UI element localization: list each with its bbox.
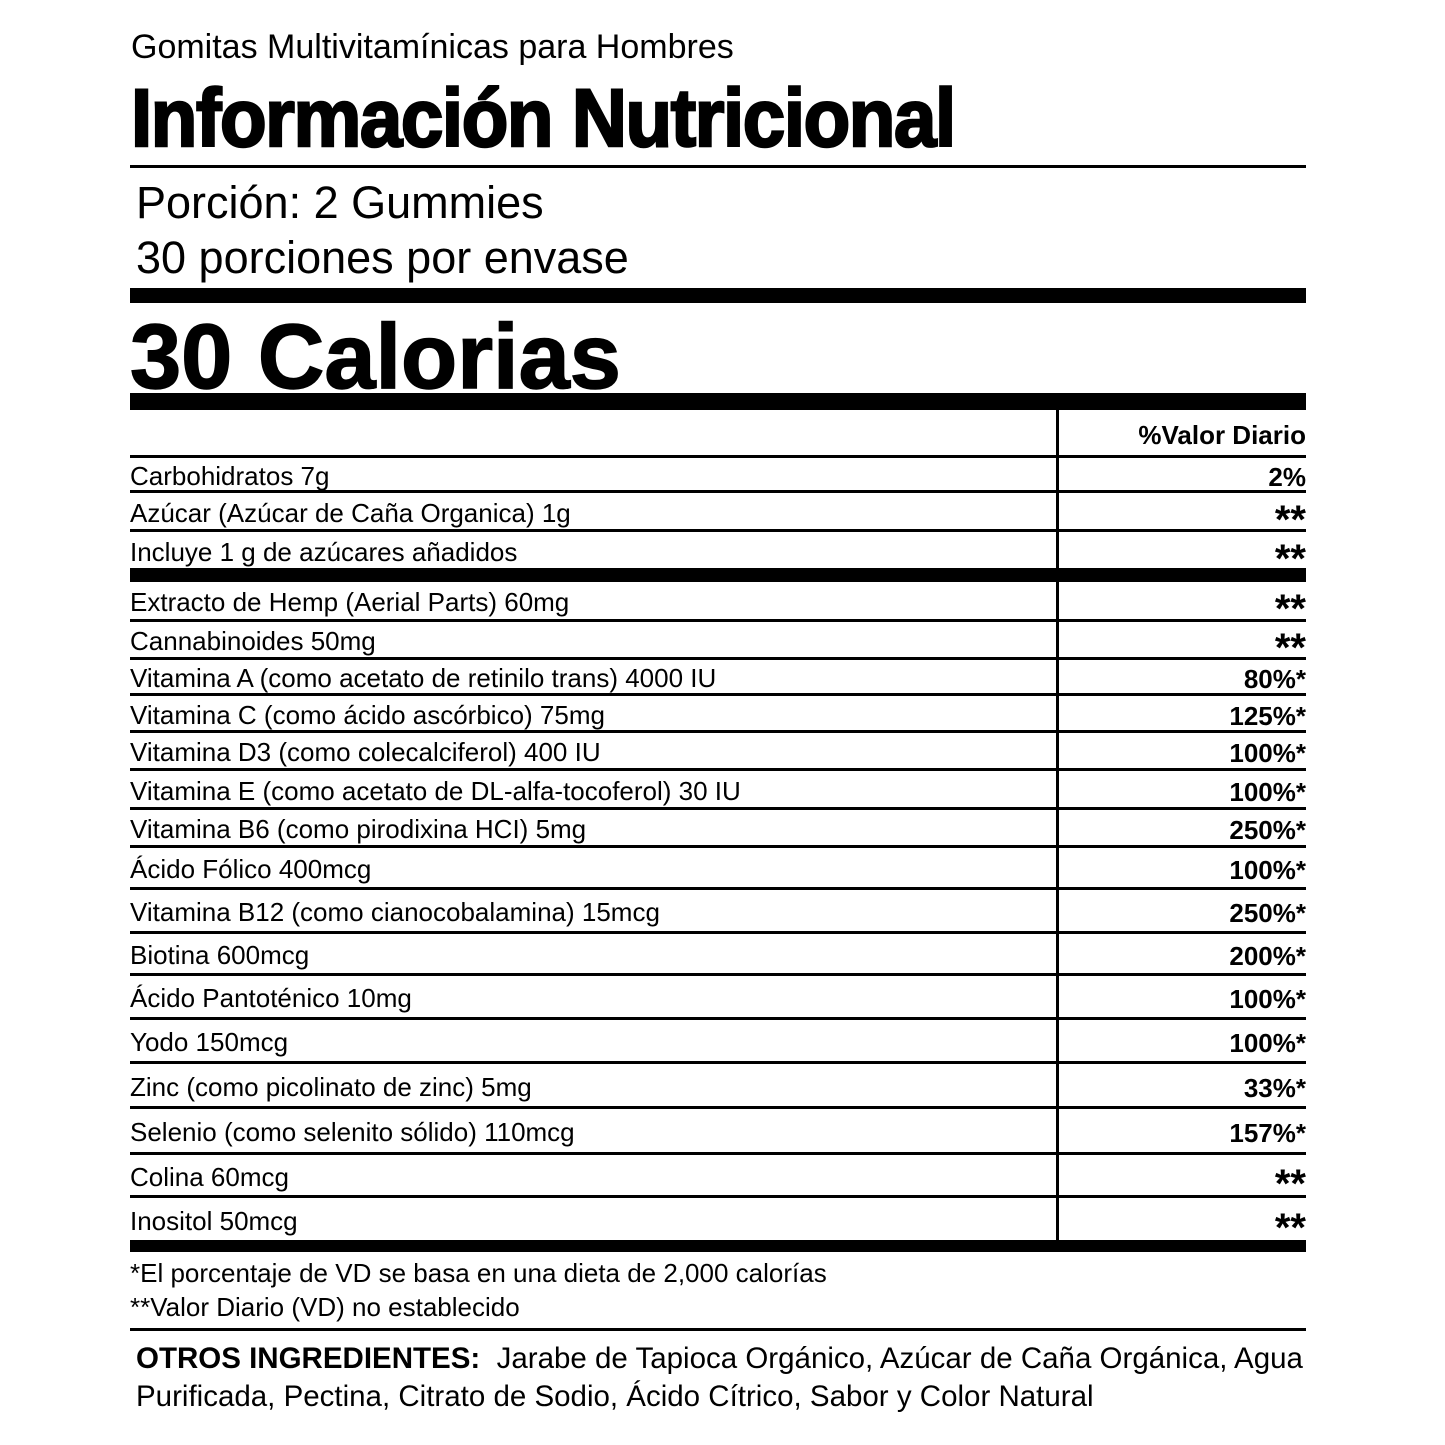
nutrient-label: Vitamina E (como acetato de DL-alfa-toco… (130, 775, 741, 806)
divider-thick (130, 288, 1306, 303)
nutrient-label: Vitamina B6 (como pirodixina HCI) 5mg (130, 814, 587, 844)
nutrient-label: Inositol 50mcg (130, 1205, 298, 1236)
table-row: Biotina 600mcg 200%* (130, 934, 1306, 976)
table-row: Vitamina A (como acetato de retinilo tra… (130, 660, 1306, 696)
daily-value: 100%* (1056, 1020, 1306, 1061)
table-row: Inositol 50mcg ** (130, 1198, 1306, 1250)
table-row: Cannabinoides 50mg ** (130, 622, 1306, 670)
nutrient-label: Biotina 600mcg (130, 940, 310, 970)
footnote-not-established: **Valor Diario (VD) no establecido (130, 1292, 520, 1322)
divider-thick (130, 1240, 1306, 1252)
daily-value: 157%* (1056, 1109, 1306, 1152)
nutrient-label: Yodo 150mcg (130, 1027, 289, 1057)
section-divider (130, 568, 1306, 582)
nutrient-label: Colina 60mcg (130, 1161, 289, 1192)
daily-value: 200%* (1056, 934, 1306, 973)
nutrient-label: Vitamina A (como acetato de retinilo tra… (130, 663, 717, 693)
daily-value: 33%* (1056, 1064, 1306, 1106)
table-row: Vitamina B12 (como cianocobalamina) 15mc… (130, 890, 1306, 934)
table-row: Ácido Pantoténico 10mg 100%* (130, 976, 1306, 1020)
table-row: Extracto de Hemp (Aerial Parts) 60mg ** (130, 582, 1306, 631)
table-row: Vitamina E (como acetato de DL-alfa-toco… (130, 771, 1306, 810)
table-row: Selenio (como selenito sólido) 110mcg 157… (130, 1109, 1306, 1155)
daily-value: 250%* (1056, 890, 1306, 931)
other-ingredients-label: OTROS INGREDIENTES: (136, 1342, 481, 1375)
nutrient-label: Ácido Fólico 400mcg (130, 854, 372, 884)
daily-value: 2% (1056, 458, 1306, 492)
nutrient-label: Selenio (como selenito sólido) 110mcg (130, 1117, 575, 1147)
nutrient-label: Vitamina B12 (como cianocobalamina) 15mc… (130, 897, 660, 927)
other-ingredients: OTROS INGREDIENTES: Jarabe de Tapioca Or… (136, 1340, 1316, 1416)
table-header-row: %Valor Diario (130, 410, 1306, 458)
divider-thick (130, 393, 1306, 410)
table-row: Ácido Fólico 400mcg 100%* (130, 848, 1306, 890)
daily-value: 100%* (1056, 733, 1306, 768)
nutrition-table: %Valor Diario Carbohidratos 7g 2% Azúcar (… (130, 410, 1306, 1250)
table-row: Yodo 150mcg 100%* (130, 1020, 1306, 1064)
table-header-spacer (130, 431, 1056, 435)
nutrient-label: Incluye 1 g de azúcares añadidos (130, 536, 518, 567)
daily-value: 100%* (1056, 976, 1306, 1017)
table-row: Colina 60mcg ** (130, 1155, 1306, 1206)
servings-per-container: 30 porciones por envase (136, 232, 629, 283)
table-row: Carbohidratos 7g 2% (130, 458, 1306, 493)
table-row: Zinc (como picolinato de zinc) 5mg 33%* (130, 1064, 1306, 1109)
product-subtitle: Gomitas Multivitamínicas para Hombres (131, 28, 734, 66)
nutrient-label: Extracto de Hemp (Aerial Parts) 60mg (130, 587, 570, 617)
nutrient-label: Carbohidratos 7g (130, 460, 330, 491)
daily-value: ** (1056, 622, 1306, 670)
dv-header: %Valor Diario (1056, 410, 1306, 455)
label-title: Información Nutricional (130, 72, 958, 166)
other-ingredients-text: Jarabe de Tapioca Orgánico, Azúcar de Ca… (136, 1342, 1303, 1413)
daily-value: 125%* (1056, 696, 1306, 731)
daily-value: ** (1056, 1155, 1306, 1206)
daily-value: 100%* (1056, 848, 1306, 887)
table-row: Azúcar (Azúcar de Caña Organica) 1g ** (130, 493, 1306, 542)
serving-size: Porción: 2 Gummies (136, 177, 544, 228)
daily-value: 250%* (1056, 810, 1306, 845)
daily-value: ** (1056, 1198, 1306, 1250)
daily-value: 100%* (1056, 771, 1306, 807)
divider (130, 1328, 1306, 1331)
nutrient-label: Cannabinoides 50mg (130, 626, 376, 656)
table-row: Vitamina B6 (como pirodixina HCI) 5mg 250… (130, 810, 1306, 848)
table-row: Vitamina C (como ácido ascórbico) 75mg 12… (130, 696, 1306, 733)
calories: 30 Calorias (129, 305, 621, 409)
daily-value: 80%* (1056, 660, 1306, 694)
divider (130, 165, 1306, 168)
nutrient-label: Zinc (como picolinato de zinc) 5mg (130, 1071, 532, 1102)
table-row: Vitamina D3 (como colecalciferol) 400 IU… (130, 733, 1306, 771)
daily-value: ** (1056, 493, 1306, 542)
daily-value: ** (1056, 582, 1306, 631)
table-row: Incluye 1 g de azúcares añadidos ** (130, 532, 1306, 581)
footnote-dv: *El porcentaje de VD se basa en una diet… (130, 1258, 827, 1288)
nutrient-label: Vitamina C (como ácido ascórbico) 75mg (130, 699, 605, 730)
nutrient-label: Ácido Pantoténico 10mg (130, 983, 412, 1013)
daily-value: ** (1056, 532, 1306, 581)
nutrient-label: Vitamina D3 (como colecalciferol) 400 IU (130, 737, 601, 767)
nutrient-label: Azúcar (Azúcar de Caña Organica) 1g (130, 497, 571, 528)
